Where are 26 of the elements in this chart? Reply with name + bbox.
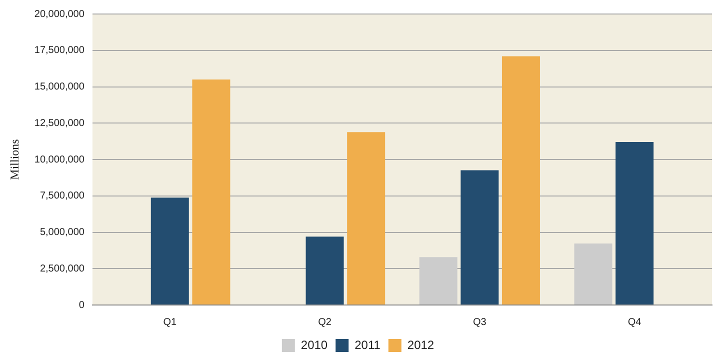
x-tick-label: Q1	[163, 316, 177, 328]
y-tick-label: 20,000,000	[34, 8, 85, 20]
x-tick-label: Q3	[472, 316, 487, 328]
bar	[574, 243, 612, 304]
bar	[502, 56, 540, 304]
bar	[419, 257, 458, 304]
y-tick-label: 17,500,000	[34, 45, 85, 56]
y-axis-title: Millions	[7, 138, 22, 180]
bar	[616, 142, 654, 304]
y-tick-label: 5,000,000	[40, 227, 85, 238]
y-tick-label: 2,500,000	[40, 263, 85, 274]
bar	[306, 236, 344, 304]
bar	[150, 198, 189, 304]
y-tick-label: 0	[78, 300, 85, 311]
y-tick-label: 10,000,000	[34, 154, 85, 166]
legend-label: 2010	[300, 338, 328, 352]
legend-label: 2011	[354, 338, 381, 352]
bar	[347, 132, 386, 304]
x-tick-label: Q4	[628, 316, 642, 328]
y-tick-label: 15,000,000	[34, 82, 85, 92]
x-tick-label: Q2	[318, 316, 332, 328]
bar	[460, 170, 499, 304]
y-tick-label: 7,500,000	[40, 190, 85, 202]
y-tick-label: 12,500,000	[34, 118, 85, 129]
legend-label: 2012	[407, 338, 434, 352]
bar	[192, 79, 230, 304]
